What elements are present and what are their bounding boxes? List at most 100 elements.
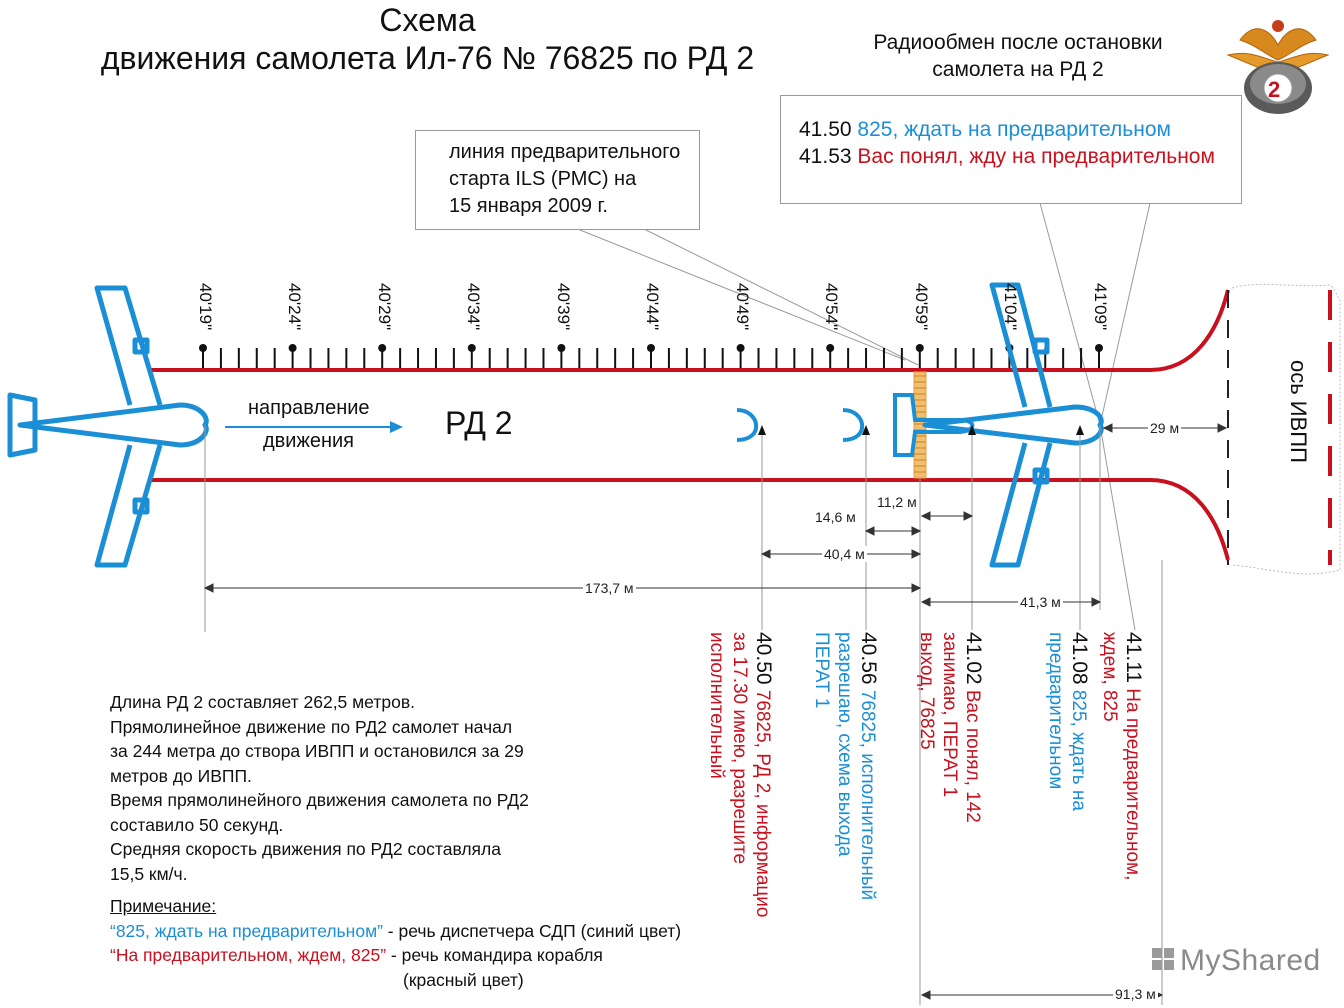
timeline-dot (378, 344, 387, 352)
runway-axis-label: ось ИВПП (1286, 360, 1311, 463)
event-40-50-line3: исполнительный (706, 632, 727, 779)
timeline-label-5: 40'39" (554, 283, 573, 331)
direction-label-line2: движения (263, 430, 355, 452)
event-41-02: 41.02 Вас понял, 142 занимаю, ПЕРАТ 1 вы… (915, 632, 985, 823)
measure-41-3m: 41,3 м (1018, 594, 1063, 610)
event-41-08-line2: предварительном (1045, 632, 1066, 790)
runway-axis (1227, 283, 1341, 575)
timeline-label-2: 40'24" (285, 283, 304, 331)
timeline-dot (826, 344, 835, 352)
radio-line-1-text: 825, ждать на предварительном (857, 118, 1171, 141)
timeline-dot (467, 344, 476, 352)
callout-box: линия предварительного старта ILS (РМС) … (415, 130, 700, 230)
note-line-3: (красный цвет) (403, 969, 524, 990)
event-40-56: 40.56 76825, исполнительный разрешаю, сх… (810, 632, 880, 900)
measure-173-7m: 173,7 м (583, 580, 636, 596)
event-40-56-line2: разрешаю, схема выхода (834, 632, 855, 857)
badge-number: 2 (1268, 77, 1281, 102)
taxiway-bottom-edge (150, 478, 1230, 561)
notes-line-6: составило 50 секунд. (110, 814, 284, 835)
event-41-08: 41.08 825, ждать на предварительном (1044, 632, 1091, 811)
timeline-label-10: 41'04" (1001, 283, 1020, 331)
radio-line-2: 41.53 Вас понял, жду на предварительном (799, 143, 1215, 170)
event-41-08-line1: 825, ждать на (1068, 689, 1089, 811)
radio-title-line2: самолета на РД 2 (932, 58, 1104, 81)
measure-91-3m: 91,3 м (1113, 986, 1158, 1002)
event-41-11-time: 41.11 (1122, 632, 1145, 683)
note-section: Примечание: “825, ждать на предварительн… (110, 894, 681, 992)
measure-29m: 29 м (1148, 420, 1182, 436)
dimension-lines (203, 423, 1228, 1000)
timeline-dot (647, 344, 655, 352)
notes-line-7: Средняя скорость движения по РД2 составл… (110, 839, 501, 859)
aircraft-start-position (7, 285, 209, 568)
radio-line-1: 41.50 825, ждать на предварительном (799, 116, 1171, 143)
measure-40-4m: 40,4 м (822, 546, 867, 562)
event-41-02-line2: занимаю, ПЕРАТ 1 (939, 632, 960, 798)
event-41-02-line1: Вас понял, 142 (962, 689, 983, 823)
notes-line-1: Длина РД 2 составляет 262,5 метров. (110, 692, 415, 712)
callout-line-3: 15 января 2009 г. (449, 195, 608, 217)
measure-14-6m: 14,6 м (813, 509, 858, 525)
measure-11-2m: 11,2 м (875, 494, 919, 510)
event-40-56-line3: ПЕРАТ 1 (811, 632, 832, 709)
radio-line-2-text: Вас понял, жду на предварительном (857, 145, 1215, 168)
notes-line-2: Прямолинейное движение по РД2 самолет на… (110, 716, 513, 737)
timeline-ruler (199, 344, 1103, 368)
timeline-label-9: 40'59" (912, 283, 931, 331)
notes-line-3: за 244 метра до створа ИВПП и остановилс… (110, 741, 524, 761)
radio-line-1-time: 41.50 (799, 118, 852, 141)
timeline-label-4: 40'34" (464, 283, 483, 331)
diagram-title-line1: Схема (379, 2, 476, 38)
direction-label-line1: направление (248, 397, 370, 419)
event-40-50-line2: за 17.30 имею, разрешите (729, 632, 750, 865)
taxiway-edges (150, 289, 1230, 561)
taxiway-label: РД 2 (445, 405, 513, 441)
note-line-1: “825, ждать на предварительном” - речь д… (110, 919, 681, 944)
timeline-label-1: 40'19" (196, 283, 215, 331)
notes-block: Длина РД 2 составляет 262,5 метров. Прям… (110, 690, 529, 886)
callout-line-1: линия предварительного (449, 141, 681, 163)
preliminary-start-line (913, 371, 927, 479)
event-40-56-time: 40.56 (857, 632, 880, 685)
event-40-56-line1: 76825, исполнительный (857, 689, 878, 901)
timeline-label-8: 40'54" (822, 283, 841, 331)
timeline-label-6: 40'44" (643, 283, 662, 331)
callout-line-2: старта ILS (РМС) на (449, 168, 637, 190)
timeline-dot (915, 344, 924, 352)
callout-leaders (574, 202, 1151, 631)
timeline-label-3: 40'29" (375, 283, 394, 331)
marker-arrows (758, 425, 1084, 435)
nose-position-markers (736, 408, 865, 442)
event-41-11-line2: ждем, 825 (1099, 632, 1120, 722)
direction-arrow (225, 421, 403, 433)
event-41-02-line3: выход, 76825 (916, 632, 937, 750)
timeline-label-11: 41'09" (1091, 283, 1110, 331)
event-40-50-line1: 76825, РД 2, информацио (752, 689, 773, 918)
timeline-label-7: 40'49" (733, 283, 752, 331)
event-41-08-time: 41.08 (1068, 632, 1091, 685)
timeline-dot (1095, 344, 1103, 352)
diagram-title-line2: движения самолета Ил-76 № 76825 по РД 2 (100, 40, 755, 76)
event-41-11-line1: На предварительном, (1122, 688, 1143, 881)
watermark-text: MyShared (1180, 944, 1321, 977)
reference-verticals (204, 425, 1163, 1005)
event-40-50-time: 40.50 (752, 632, 775, 685)
radio-exchange-box: 41.50 825, ждать на предварительном 41.5… (780, 95, 1242, 204)
watermark-logo-icon (1152, 948, 1174, 970)
event-40-50: 40.50 76825, РД 2, информацио за 17.30 и… (705, 632, 775, 917)
note-line-2: “На предварительном, ждем, 825” - речь к… (110, 943, 681, 968)
timeline-dot (736, 344, 745, 352)
note-line-1-quote: “825, ждать на предварительном” (110, 920, 383, 941)
notes-line-8: 15,5 км/ч. (110, 863, 188, 884)
radio-line-2-time: 41.53 (799, 145, 852, 168)
event-41-11: 41.11 На предварительном, ждем, 825 (1098, 632, 1145, 880)
emblem-icon (1226, 20, 1330, 114)
radio-title-line1: Радиообмен после остановки (873, 31, 1163, 54)
event-41-02-time: 41.02 (962, 632, 985, 685)
note-line-2-desc: - речь командира корабля (386, 945, 603, 965)
timeline-dot (288, 344, 297, 352)
notes-line-5: Время прямолинейного движения самолета п… (110, 790, 529, 810)
callout-text: линия предварительного старта ILS (РМС) … (449, 139, 680, 220)
